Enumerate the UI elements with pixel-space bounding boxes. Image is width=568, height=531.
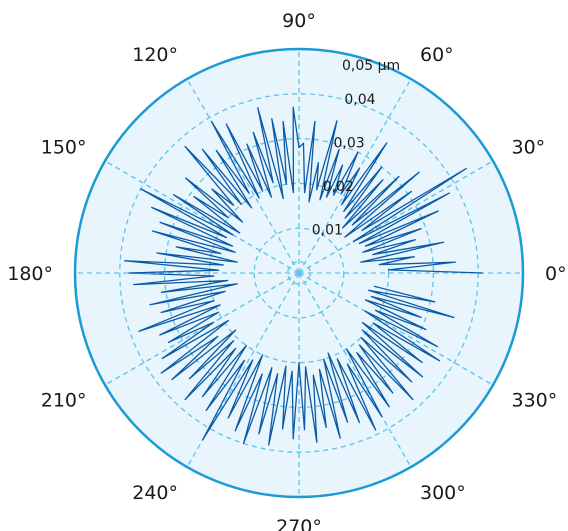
outer-ring bbox=[73, 47, 525, 499]
radial-tick-label-4: 0,05 µm bbox=[342, 58, 400, 74]
grid-spoke-240 bbox=[186, 272, 300, 468]
angle-tick-labels: 0° 30° 60° 90° 120° 150° 180° 210° 240° 270° 300° 3… bbox=[7, 10, 566, 531]
angle-label-270: 270° bbox=[276, 516, 322, 531]
grid-spoke-330 bbox=[298, 272, 494, 386]
radial-tick-label-0: 0,01 bbox=[312, 223, 343, 239]
series-line bbox=[124, 106, 483, 446]
grid-spoke-120 bbox=[186, 78, 300, 274]
grid-ring-2 bbox=[208, 182, 390, 364]
grid-ring-3 bbox=[163, 137, 435, 409]
grid-spoke-30 bbox=[298, 160, 494, 274]
radial-tick-label-3: 0,04 bbox=[344, 92, 375, 108]
grid-ring-1 bbox=[253, 227, 345, 319]
angle-label-300: 300° bbox=[420, 482, 466, 504]
angle-label-0: 0° bbox=[545, 263, 567, 285]
grid-spoke-300 bbox=[298, 272, 412, 468]
angular-grid bbox=[75, 49, 523, 497]
grid-spoke-150 bbox=[104, 160, 300, 274]
angle-label-330: 330° bbox=[512, 390, 558, 412]
grid-spoke-210 bbox=[104, 272, 300, 386]
angle-label-150: 150° bbox=[41, 137, 87, 159]
angle-label-60: 60° bbox=[420, 44, 454, 66]
radial-tick-label-2: 0,03 bbox=[334, 136, 365, 152]
radial-tick-label-1: 0,02 bbox=[323, 179, 354, 195]
angle-label-240: 240° bbox=[132, 482, 178, 504]
radial-tick-labels: 0,01 0,02 0,03 0,04 0,05 µm bbox=[312, 58, 400, 239]
angle-label-120: 120° bbox=[132, 44, 178, 66]
angle-label-30: 30° bbox=[512, 137, 546, 159]
angle-label-180: 180° bbox=[7, 263, 53, 285]
angle-label-90: 90° bbox=[282, 10, 316, 32]
angle-label-210: 210° bbox=[41, 390, 87, 412]
